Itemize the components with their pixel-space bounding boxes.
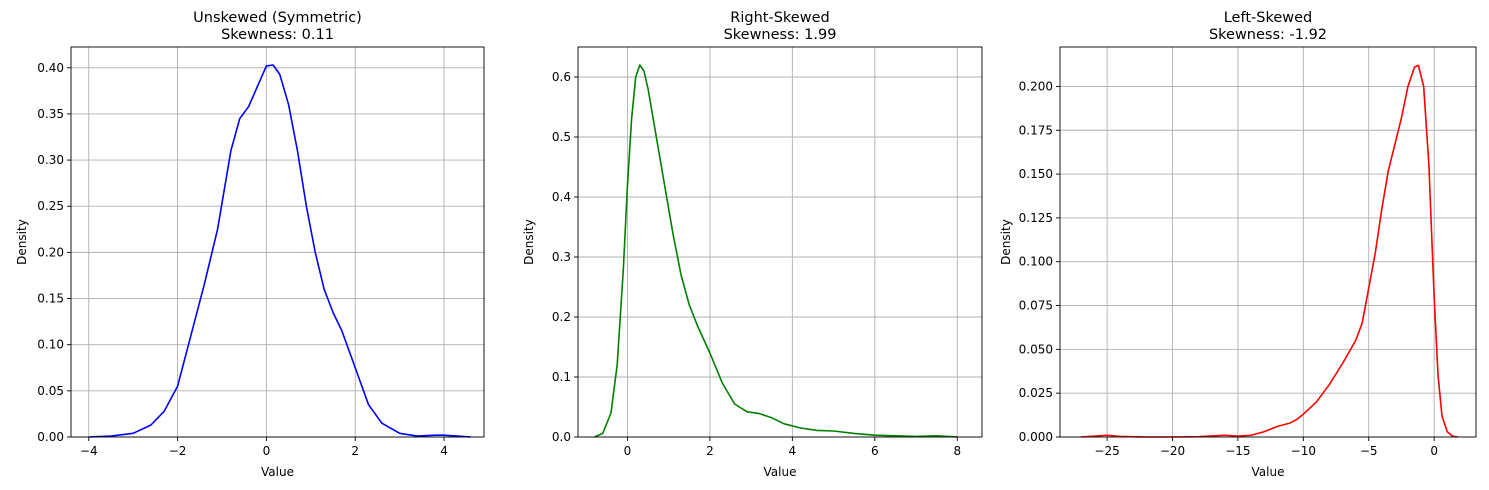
x-tick-label: 0 xyxy=(263,444,271,458)
axes-frame xyxy=(1059,46,1477,438)
x-tick-label: −25 xyxy=(1094,444,1119,458)
x-axis-label: Value xyxy=(261,465,294,479)
y-tick-label: 0.025 xyxy=(1019,386,1053,400)
y-axis-label: Density xyxy=(15,219,29,265)
y-tick-label: 0.15 xyxy=(37,292,64,306)
y-tick-label: 0.5 xyxy=(552,130,571,144)
axes-frame xyxy=(70,46,485,438)
chart-subtitle: Skewness: -1.92 xyxy=(1209,27,1327,43)
y-tick-label: 0.3 xyxy=(552,250,571,264)
y-tick-label: 0.00 xyxy=(37,430,64,444)
x-axis-label: Value xyxy=(764,465,797,479)
y-tick-label: 0.0 xyxy=(552,430,571,444)
y-tick-label: 0.200 xyxy=(1019,79,1053,93)
y-tick-label: 0.150 xyxy=(1019,167,1053,181)
y-tick-label: 0.125 xyxy=(1019,211,1053,225)
axes-frame xyxy=(577,46,983,438)
y-tick-label: 0.40 xyxy=(37,61,64,75)
x-tick-label: 2 xyxy=(706,444,714,458)
y-tick-label: 0.6 xyxy=(552,70,571,84)
y-axis-label: Density xyxy=(999,219,1013,265)
x-tick-label: −15 xyxy=(1225,444,1250,458)
x-tick-label: 2 xyxy=(351,444,359,458)
y-tick-label: 0.175 xyxy=(1019,123,1053,137)
subplot-2: 0 2 4 6 8 0.0 0.1 0.2 0.3 0.4 0.5 0.6 Right-SkewedSk… xyxy=(522,10,983,479)
y-tick-label: 0.050 xyxy=(1019,342,1053,356)
y-axis-label: Density xyxy=(522,219,536,265)
chart-title: Unskewed (Symmetric) xyxy=(193,10,362,26)
x-axis-label: Value xyxy=(1252,465,1285,479)
y-tick-label: 0.35 xyxy=(37,107,64,121)
chart-title: Left-Skewed xyxy=(1224,10,1313,26)
chart-subtitle: Skewness: 1.99 xyxy=(724,27,837,43)
x-tick-label: −10 xyxy=(1291,444,1316,458)
x-tick-label: 0 xyxy=(624,444,632,458)
y-tick-label: 0.2 xyxy=(552,310,571,324)
x-tick-label: 4 xyxy=(789,444,797,458)
y-tick-label: 0.25 xyxy=(37,199,64,213)
subplot-1: −4 −2 0 2 4 0.00 0.05 0.10 0.15 0.20 0.25 0.30 0.35 0… xyxy=(15,10,485,479)
density-curve xyxy=(1080,64,1458,438)
y-tick-label: 0.20 xyxy=(37,245,64,259)
y-tick-label: 0.1 xyxy=(552,370,571,384)
y-tick-label: 0.100 xyxy=(1019,255,1053,269)
x-tick-label: 6 xyxy=(871,444,879,458)
chart-subtitle: Skewness: 0.11 xyxy=(221,27,334,43)
y-tick-label: 0.30 xyxy=(37,153,64,167)
x-tick-label: 0 xyxy=(1430,444,1438,458)
x-tick-label: −5 xyxy=(1360,444,1378,458)
density-curve xyxy=(594,64,958,438)
y-tick-label: 0.000 xyxy=(1019,430,1053,444)
chart-title: Right-Skewed xyxy=(730,10,829,26)
x-tick-label: 4 xyxy=(440,444,448,458)
x-tick-label: −20 xyxy=(1160,444,1185,458)
x-tick-label: 8 xyxy=(953,444,961,458)
x-tick-label: −2 xyxy=(169,444,187,458)
y-tick-label: 0.10 xyxy=(37,338,64,352)
y-tick-label: 0.4 xyxy=(552,190,571,204)
subplot-3: −25 −20 −15 −10 −5 0 0.000 0.025 0.050 0.075 0.100… xyxy=(999,10,1477,479)
y-tick-label: 0.075 xyxy=(1019,299,1053,313)
y-tick-label: 0.05 xyxy=(37,384,64,398)
density-curve xyxy=(88,64,471,438)
x-tick-label: −4 xyxy=(80,444,98,458)
